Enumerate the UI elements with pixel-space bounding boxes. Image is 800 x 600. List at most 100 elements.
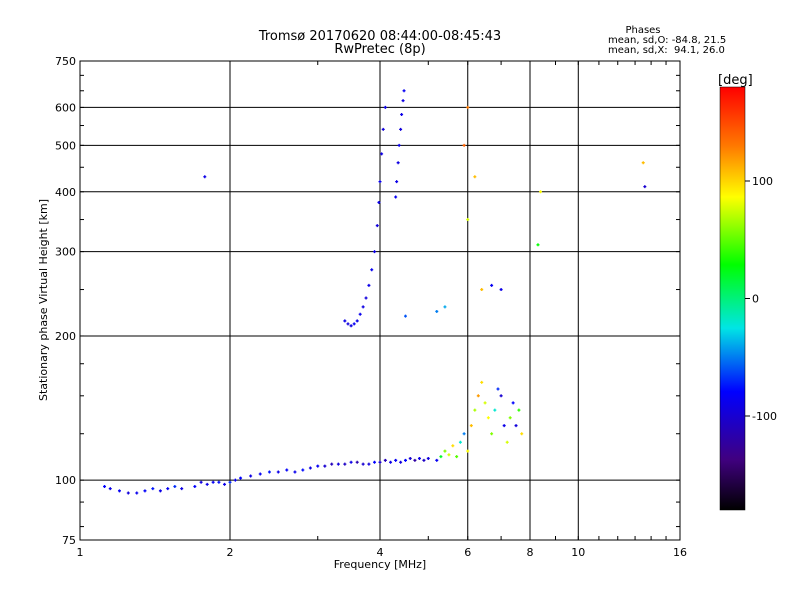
data-point	[158, 489, 162, 493]
data-point	[394, 195, 398, 199]
data-point	[396, 161, 400, 165]
data-point	[399, 127, 403, 131]
data-point	[397, 143, 401, 147]
data-point	[480, 380, 484, 384]
data-point	[473, 408, 477, 412]
data-point	[466, 449, 470, 453]
x-tick-label: 8	[527, 546, 534, 559]
data-point	[402, 89, 406, 93]
data-point	[205, 482, 209, 486]
chart-title: Tromsø 20170620 08:44:00-08:45:43	[258, 29, 501, 44]
data-point	[135, 491, 139, 495]
data-point	[389, 460, 393, 464]
data-point	[462, 432, 466, 436]
data-point	[383, 105, 387, 109]
data-point	[373, 250, 377, 254]
y-tick-label: 300	[55, 246, 76, 259]
data-point	[413, 458, 417, 462]
data-point	[301, 468, 305, 472]
y-tick-label: 600	[55, 101, 76, 114]
data-point	[439, 455, 443, 459]
data-point	[403, 314, 407, 318]
data-point	[361, 462, 365, 466]
data-point	[514, 424, 518, 428]
data-point	[346, 322, 350, 326]
y-axis-ticks: 75 100 200 300 400 500 600 750	[55, 55, 680, 547]
data-point	[486, 416, 490, 420]
data-point	[399, 460, 403, 464]
stats-x-line: mean, sd,X: 94.1, 26.0	[608, 45, 725, 56]
data-point	[223, 482, 227, 486]
data-point	[505, 440, 509, 444]
data-point	[435, 309, 439, 313]
data-point	[426, 456, 430, 460]
data-point	[466, 105, 470, 109]
data-point	[316, 464, 320, 468]
data-point	[496, 387, 500, 391]
data-point	[355, 319, 359, 323]
data-point	[400, 112, 404, 116]
y-axis-label: Stationary phase Virtual Height [km]	[37, 199, 50, 401]
data-point	[401, 99, 405, 103]
data-point	[508, 416, 512, 420]
data-point	[539, 190, 543, 194]
data-point	[361, 305, 365, 309]
data-point	[343, 319, 347, 323]
data-point	[377, 200, 381, 204]
y-tick-label: 400	[55, 186, 76, 199]
data-point	[367, 283, 371, 287]
data-point	[536, 243, 540, 247]
x-tick-label: 6	[464, 546, 471, 559]
x-tick-label: 10	[571, 546, 585, 559]
data-point	[276, 470, 280, 474]
data-point	[462, 143, 466, 147]
data-point	[473, 175, 477, 179]
data-point	[408, 456, 412, 460]
data-point	[193, 484, 197, 488]
data-point	[336, 462, 340, 466]
data-point	[380, 152, 384, 156]
data-point	[126, 491, 130, 495]
x-tick-label: 2	[227, 546, 234, 559]
data-point	[443, 449, 447, 453]
data-point	[458, 440, 462, 444]
data-point	[166, 487, 170, 491]
data-point	[370, 268, 374, 272]
data-point	[117, 489, 121, 493]
x-tick-label: 4	[377, 546, 384, 559]
data-point	[143, 489, 147, 493]
data-point	[330, 462, 334, 466]
data-point	[203, 175, 207, 179]
data-point	[367, 462, 371, 466]
data-point	[199, 480, 203, 484]
data-point	[490, 283, 494, 287]
data-point	[517, 408, 521, 412]
x-tick-label: 1	[77, 546, 84, 559]
data-point	[502, 424, 506, 428]
data-point	[641, 161, 645, 165]
data-point	[466, 218, 470, 222]
data-point	[447, 453, 451, 457]
data-point	[108, 487, 112, 491]
colorbar-tick-label: 100	[752, 175, 773, 188]
data-point	[378, 180, 382, 184]
data-point	[103, 484, 107, 488]
data-point	[285, 468, 289, 472]
grid-lines	[80, 61, 680, 540]
y-tick-label: 750	[55, 55, 76, 68]
colorbar-tick-label: -100	[752, 410, 777, 423]
data-point	[469, 424, 473, 428]
data-point	[258, 472, 262, 476]
data-point	[349, 460, 353, 464]
data-point	[422, 458, 426, 462]
x-axis-label: Frequency [MHz]	[334, 558, 426, 571]
data-point	[355, 460, 359, 464]
data-point	[323, 464, 327, 468]
data-point	[364, 296, 368, 300]
data-point	[435, 458, 439, 462]
data-points	[103, 89, 647, 495]
data-point	[151, 487, 155, 491]
y-tick-label: 200	[55, 330, 76, 343]
stats-o-line: mean, sd,O: -84.8, 21.5	[608, 35, 726, 46]
